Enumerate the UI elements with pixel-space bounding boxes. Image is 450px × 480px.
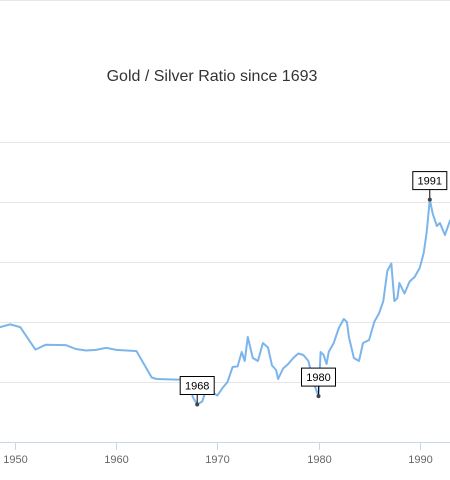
x-axis: 1950 1960 1970 1980 1990 — [0, 442, 450, 466]
annotation-label: 1980 — [306, 372, 330, 384]
x-tick-label: 1970 — [205, 454, 229, 466]
annotation-1980: 1980 — [301, 367, 336, 399]
series-line — [0, 198, 450, 406]
annotation-point — [316, 394, 321, 399]
x-tick-label: 1950 — [3, 454, 27, 466]
x-tick-label: 1980 — [307, 454, 331, 466]
annotation-box — [412, 171, 448, 191]
annotation-1991: 1991 — [412, 171, 448, 202]
gridlines — [0, 142, 450, 383]
annotation-point — [195, 402, 200, 407]
x-tick-label: 1990 — [408, 454, 432, 466]
annotation-box — [301, 367, 336, 387]
annotation-label: 1968 — [185, 381, 209, 393]
series-layer — [0, 198, 450, 406]
chart-title: Gold / Silver Ratio since 1693 — [107, 68, 318, 85]
annotations: 1968 1980 1991 — [179, 171, 448, 407]
x-tick-label: 1960 — [104, 454, 128, 466]
annotation-1968: 1968 — [179, 376, 215, 407]
annotation-point — [427, 197, 432, 202]
annotation-box — [179, 376, 215, 395]
annotation-label: 1991 — [418, 176, 442, 188]
